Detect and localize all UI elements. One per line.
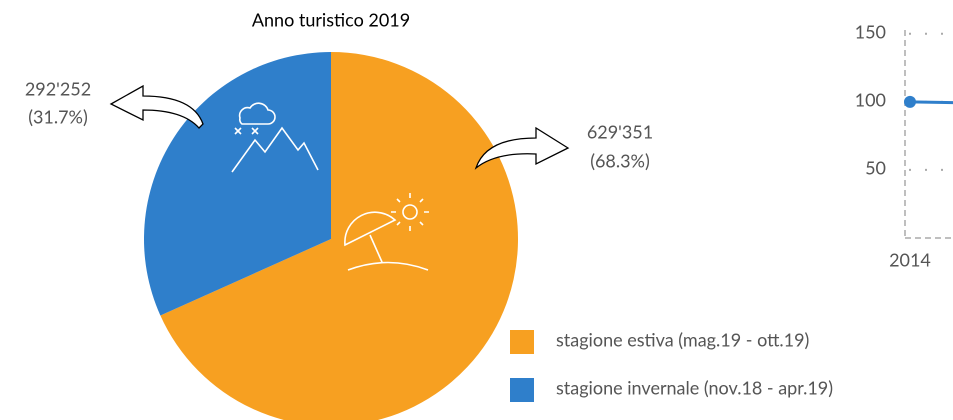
arrows [109,84,570,170]
arrow-left [109,84,204,129]
chart-title: Anno turistico 2019 [252,9,410,31]
decorations [231,102,429,271]
percentage-label: (68.3%) [590,150,650,172]
pie-slice [160,52,519,420]
legend-swatch [510,330,534,354]
value-label: 629'351 [587,121,653,143]
mountain-icon [231,126,319,173]
snow-icon [234,127,259,135]
point [904,95,916,108]
sun-rays [391,193,429,231]
value-label: 292'252 [25,78,91,100]
line [909,100,953,105]
legend-label: stagione estiva (mag.19 - ott.19) [556,329,809,351]
y-tick-label: 100 [855,88,886,110]
x-tick-label: 2014 [889,249,931,271]
umbrella-icon [344,211,429,271]
legend-label: stagione invernale (nov.18 - apr.19) [556,377,833,399]
cloud-icon [238,102,276,125]
sun-icon [402,204,418,220]
percentage-label: (31.7%) [28,106,88,128]
y-tick-label: 50 [865,156,886,178]
y-tick-label: 150 [855,20,886,42]
legend-swatch [510,378,534,402]
arrow-right [474,126,570,170]
